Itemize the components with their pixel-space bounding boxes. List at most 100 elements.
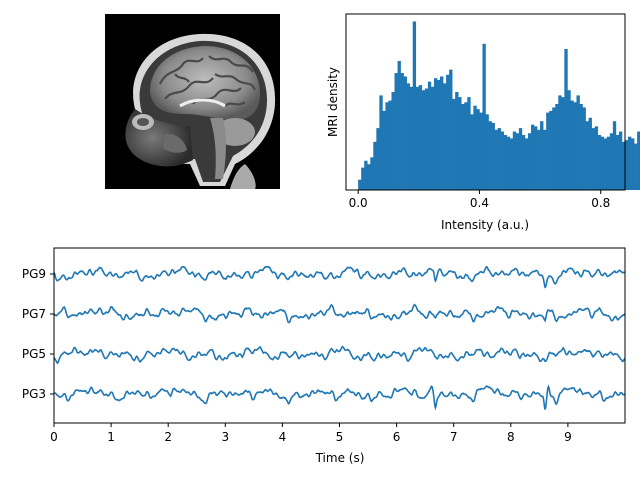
histogram-bar (518, 128, 523, 190)
timeseries-x-tick-label: 5 (336, 430, 344, 444)
histogram-bar (628, 136, 632, 190)
histogram-bar (476, 109, 480, 190)
histogram-bar (403, 76, 407, 190)
histogram-bar (424, 88, 429, 190)
histogram-bar (549, 110, 553, 190)
histogram-bar (561, 97, 565, 190)
timeseries-y-tick-label: PG7 (22, 307, 46, 321)
histogram-bar (470, 114, 474, 190)
histogram-bar (573, 102, 577, 190)
histogram-bar (625, 140, 629, 190)
histogram-bar (621, 141, 626, 190)
histogram-x-tick-label: 0.0 (349, 196, 368, 210)
timeseries-x-tick-label: 6 (393, 430, 401, 444)
histogram-bar (576, 95, 580, 190)
histogram-bar (585, 121, 589, 190)
histogram-y-label: MRI density (326, 67, 340, 137)
timeseries-x-ticks: 0 1 2 3 4 5 6 7 8 9 (50, 423, 572, 444)
histogram-bar (606, 136, 611, 190)
timeseries-x-tick-label: 8 (507, 430, 515, 444)
timeseries-x-tick-label: 4 (279, 430, 287, 444)
histogram-bar (600, 136, 605, 190)
histogram-bar (494, 129, 498, 190)
histogram-bars (358, 21, 640, 191)
histogram-x-ticks: 0.0 0.4 0.8 (349, 190, 610, 210)
histogram-bar (415, 86, 420, 190)
histogram-bar (367, 164, 371, 190)
histogram-bar (537, 129, 541, 190)
histogram-bar (503, 134, 508, 190)
histogram-bar (524, 138, 529, 190)
histogram-bar (497, 128, 501, 190)
histogram-bar (452, 98, 456, 190)
histogram-bar (376, 128, 380, 190)
histogram-bar (609, 133, 614, 190)
histogram-bar (546, 112, 550, 190)
trace-pg5 (53, 345, 626, 365)
timeseries-x-tick-label: 0 (50, 430, 58, 444)
histogram-bar (440, 76, 444, 190)
histogram-bar (485, 114, 489, 190)
histogram-bar (479, 112, 483, 190)
histogram-x-tick-label: 0.4 (470, 196, 489, 210)
histogram-bar (455, 91, 459, 190)
histogram-bar (588, 117, 592, 190)
histogram-bar (364, 160, 368, 190)
histogram-bar (488, 121, 492, 190)
histogram-bar (552, 107, 556, 190)
histogram-bar (458, 97, 462, 190)
histogram-bar (400, 73, 404, 190)
histogram-bar (540, 121, 544, 190)
mri-head-image (125, 33, 276, 189)
histogram-bar (427, 81, 432, 190)
timeseries-y-tick-label: PG9 (22, 267, 46, 281)
histogram-bar (388, 100, 392, 190)
histogram-bar (543, 129, 547, 190)
histogram-bar (512, 131, 517, 190)
timeseries-x-tick-label: 9 (564, 430, 572, 444)
histogram-bar (527, 133, 532, 190)
histogram-bar (418, 85, 423, 190)
histogram-bar (558, 95, 562, 190)
histogram-bar (534, 126, 538, 190)
timeseries-y-tick-label: PG5 (22, 347, 46, 361)
timeseries-traces (53, 265, 626, 411)
timeseries-x-tick-label: 3 (221, 430, 229, 444)
histogram-bar (358, 179, 362, 190)
histogram-bar (530, 124, 535, 190)
histogram-bar (555, 104, 559, 190)
histogram-bar (412, 21, 417, 190)
histogram-x-label: Intensity (a.u.) (441, 218, 529, 232)
histogram-bar (594, 126, 598, 190)
histogram-bar (461, 104, 465, 190)
histogram-bar (464, 102, 468, 190)
histogram-bar (582, 107, 586, 190)
histogram-bar (391, 91, 395, 190)
histogram-bar (615, 134, 620, 190)
histogram-bar (482, 43, 486, 190)
histogram-bar (567, 90, 571, 190)
histogram-bar (406, 83, 410, 190)
histogram-bar (500, 131, 504, 190)
histogram-bar (379, 95, 383, 190)
histogram-x-tick-label: 0.8 (591, 196, 610, 210)
histogram-bar (634, 143, 638, 190)
histogram-bar (433, 78, 438, 190)
histogram-bar (579, 104, 583, 190)
histogram-bar (506, 136, 511, 190)
timeseries-x-tick-label: 2 (164, 430, 172, 444)
histogram-bar (443, 83, 447, 190)
timeseries-x-tick-label: 1 (107, 430, 115, 444)
timeseries-panel: 0 1 2 3 4 5 6 7 8 9 PG9 PG7 PG5 PG3 Time (s) (22, 247, 626, 465)
histogram-bar (467, 97, 471, 190)
histogram-bar (637, 131, 640, 190)
histogram-bar (597, 134, 602, 190)
histogram-bar (361, 167, 365, 190)
histogram-bar (564, 48, 568, 191)
timeseries-x-label: Time (s) (315, 451, 365, 465)
timeseries-y-tick-label: PG3 (22, 387, 46, 401)
histogram-bar (612, 121, 617, 190)
histogram-bar (509, 138, 514, 190)
histogram-bar (521, 134, 526, 190)
histogram-bar (603, 138, 608, 190)
